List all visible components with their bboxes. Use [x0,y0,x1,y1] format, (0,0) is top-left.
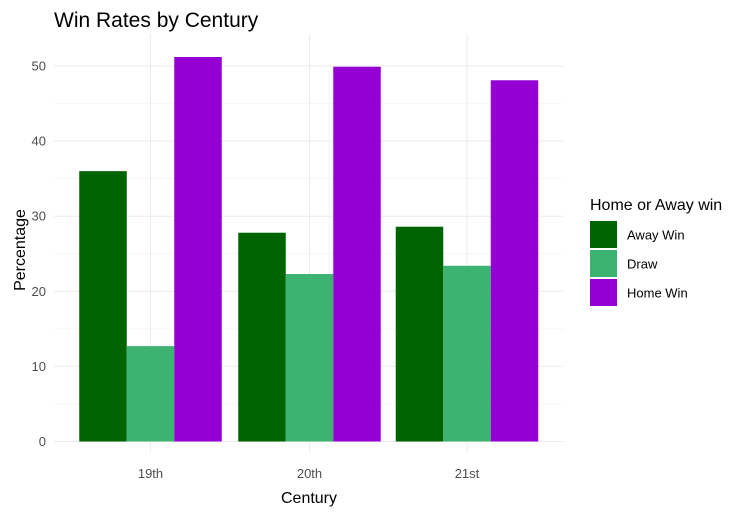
x-tick-label: 20th [297,466,322,481]
x-tick-label: 21st [455,466,480,481]
legend-label: Away Win [627,228,685,243]
bar-home-win-19th [174,56,222,442]
y-tick-label: 0 [39,434,46,449]
bar-away-win-21st [395,226,444,442]
x-axis-title: Century [281,490,337,507]
bar-away-win-20th [238,232,286,442]
x-axis-ticks: 19th 20th 21st [138,466,480,481]
bar-draw-20th [285,274,334,442]
legend-key-draw [590,250,617,277]
legend-key-away-win [590,221,617,248]
legend-label: Home Win [627,286,688,301]
legend-label: Draw [627,257,658,272]
legend-key-home-win [590,279,617,306]
bar-draw-21st [443,265,491,442]
y-axis-title: Percentage [12,209,29,291]
bar-draw-19th [126,346,175,442]
bar-away-win-19th [79,171,127,442]
bars [79,56,539,442]
y-axis-ticks: 0 10 20 30 40 50 [32,59,46,450]
legend: Home or Away win Away Win Draw Home Win [590,197,722,306]
legend-title: Home or Away win [590,197,722,214]
bar-home-win-20th [333,66,381,442]
y-tick-label: 50 [32,59,46,74]
y-tick-label: 30 [32,209,46,224]
bar-home-win-21st [490,80,539,442]
y-tick-label: 20 [32,284,46,299]
chart-title: Win Rates by Century [54,9,259,32]
y-tick-label: 10 [32,359,46,374]
x-tick-label: 19th [138,466,163,481]
y-tick-label: 40 [32,134,46,149]
